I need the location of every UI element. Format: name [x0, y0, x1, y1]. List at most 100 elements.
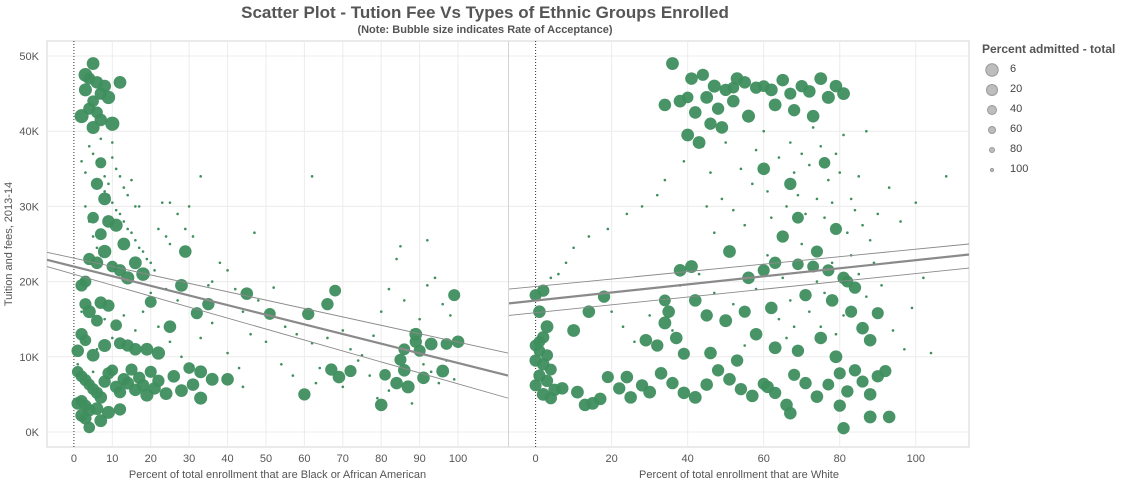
data-bubble: [86, 348, 100, 362]
legend-item: 40: [982, 100, 1121, 120]
data-bubble: [784, 406, 797, 420]
data-point-small: [633, 340, 636, 344]
data-point-small: [426, 284, 429, 287]
data-bubble: [788, 368, 801, 381]
data-bubble: [75, 279, 88, 292]
data-point-small: [792, 171, 796, 174]
data-bubble: [109, 218, 123, 232]
data-point-small: [130, 231, 133, 235]
data-bubble: [113, 385, 127, 399]
data-point-small: [842, 314, 845, 317]
data-bubble: [666, 57, 679, 70]
data-point-small: [743, 344, 747, 347]
data-bubble: [662, 305, 675, 318]
data-bubble: [540, 320, 554, 334]
data-bubble: [799, 376, 812, 390]
data-point-small: [111, 156, 114, 159]
legend-bubble: [988, 126, 996, 134]
data-point-small: [199, 336, 202, 340]
legend-items: 6 20 40 60 80 100: [982, 60, 1121, 180]
data-bubble: [321, 297, 334, 311]
data-point-small: [830, 201, 834, 204]
data-point-small: [149, 261, 153, 265]
data-bubble: [95, 157, 107, 169]
data-point-small: [452, 378, 456, 381]
data-point-small: [857, 175, 861, 178]
data-point-small: [449, 314, 452, 317]
legend-label: 6: [1010, 63, 1017, 75]
data-bubble: [651, 339, 664, 352]
data-bubble: [776, 73, 789, 87]
data-bubble: [555, 382, 569, 395]
data-bubble: [417, 371, 430, 385]
data-bubble: [144, 365, 157, 378]
data-point-small: [823, 216, 826, 219]
data-bubble: [746, 389, 759, 403]
data-point-small: [441, 302, 444, 306]
data-point-small: [880, 284, 883, 287]
trend-band-upper: [508, 243, 970, 290]
data-bubble: [87, 211, 99, 224]
data-bubble: [390, 376, 403, 390]
data-point-small: [811, 126, 815, 129]
data-point-small: [387, 389, 391, 392]
legend-label: 60: [1010, 123, 1023, 135]
data-bubble: [102, 299, 115, 312]
data-bubble: [86, 57, 100, 70]
data-bubble: [186, 378, 200, 391]
data-bubble: [810, 390, 824, 403]
legend-bubble-icon: [988, 126, 996, 134]
x-tick-label: 100: [907, 453, 925, 465]
data-bubble: [593, 392, 607, 406]
data-point-small: [754, 148, 758, 152]
data-bubble: [734, 382, 748, 396]
y-tick-label: 50K: [19, 51, 39, 63]
data-bubble: [79, 334, 92, 347]
data-point-small: [842, 133, 845, 137]
data-bubble: [90, 402, 104, 416]
data-bubble: [685, 72, 698, 85]
data-point-small: [387, 287, 391, 291]
data-bubble: [871, 307, 884, 320]
data-point-small: [876, 212, 880, 216]
data-point-small: [80, 159, 83, 163]
y-axis-label: Tuition and fees, 2013-14: [3, 182, 15, 306]
data-point-small: [341, 385, 345, 389]
data-bubble: [440, 338, 453, 350]
data-bubble: [332, 370, 346, 384]
data-bubble: [82, 305, 96, 319]
data-bubble: [537, 284, 550, 297]
data-point-small: [929, 351, 933, 355]
y-tick-label: 40K: [19, 126, 39, 138]
data-bubble: [643, 385, 657, 399]
data-bubble: [75, 409, 88, 422]
data-bubble: [689, 106, 702, 119]
data-point-small: [84, 205, 87, 208]
data-bubble: [833, 399, 846, 412]
x-tick-label: 80: [375, 453, 387, 465]
data-bubble: [205, 372, 219, 386]
data-point-small: [781, 276, 785, 280]
x-tick-label: 90: [414, 453, 426, 465]
data-bubble: [117, 237, 131, 251]
data-bubble: [129, 342, 142, 356]
data-bubble: [113, 403, 127, 416]
data-point-small: [834, 332, 838, 336]
data-bubble: [723, 245, 736, 258]
data-point-small: [134, 205, 137, 208]
panel-1: 0 10 20 30 40 50 60 70 80 90 100 Percent of total e…: [3, 41, 509, 481]
data-point-small: [118, 175, 122, 178]
data-point-small: [249, 332, 252, 336]
legend-item: 100: [982, 160, 1121, 180]
data-bubble: [700, 309, 713, 322]
data-bubble: [882, 410, 896, 424]
data-bubble: [344, 365, 357, 378]
data-bubble: [83, 421, 96, 434]
data-point-small: [226, 269, 229, 272]
data-bubble: [711, 102, 725, 115]
data-point-small: [648, 314, 651, 317]
data-point-small: [283, 325, 287, 329]
data-bubble: [818, 157, 831, 169]
data-bubble: [78, 67, 93, 82]
data-bubble: [152, 374, 165, 387]
